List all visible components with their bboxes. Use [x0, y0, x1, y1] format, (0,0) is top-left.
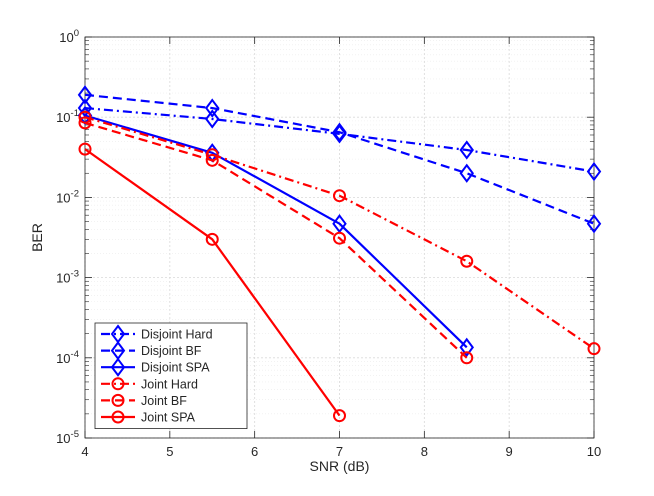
legend-entry-disjoint-bf: Disjoint BF	[101, 340, 202, 361]
diamond-marker	[205, 98, 220, 118]
y-tick-label: 10-3	[56, 269, 79, 286]
legend-label: Disjoint Hard	[141, 328, 213, 342]
legend-entry-disjoint-spa: Disjoint SPA	[101, 357, 210, 377]
circle-marker	[78, 116, 92, 130]
circle-marker	[205, 153, 219, 167]
circle-marker	[587, 342, 601, 356]
y-tick-label: 10-1	[56, 108, 79, 125]
circle-marker	[205, 232, 219, 246]
legend-label: Joint SPA	[141, 411, 196, 425]
legend: Disjoint Hard Disjoint BF Disjoint SPA Join…	[94, 322, 248, 429]
legend-label: Disjoint BF	[141, 344, 202, 358]
diamond-marker	[110, 357, 126, 377]
diamond-marker	[332, 122, 347, 142]
series-joint-spa	[78, 142, 346, 423]
x-axis-label: SNR (dB)	[310, 458, 370, 474]
data-series	[77, 85, 602, 423]
legend-label: Disjoint SPA	[141, 361, 210, 375]
circle-marker	[111, 377, 125, 391]
diamond-marker	[459, 337, 474, 358]
diamond-marker	[205, 109, 220, 129]
circle-marker	[460, 254, 474, 268]
diamond-marker	[586, 161, 602, 182]
x-tick-label: 5	[166, 444, 173, 459]
circle-marker	[460, 351, 474, 365]
y-tick-label: 10-4	[56, 349, 79, 366]
circle-marker	[111, 410, 125, 424]
circle-marker	[333, 231, 346, 245]
circle-marker	[78, 142, 92, 156]
y-tick-label: 10-5	[56, 429, 79, 446]
circle-marker	[333, 409, 346, 423]
legend-label: Joint BF	[141, 394, 187, 408]
diamond-marker	[586, 214, 602, 234]
series-disjoint-bf	[77, 85, 602, 234]
circle-marker	[111, 393, 125, 407]
diamond-marker	[459, 140, 474, 160]
y-axis-label: BER	[29, 223, 45, 252]
series-line-disjoint-spa	[84, 114, 468, 349]
x-tick-label: 9	[506, 444, 513, 459]
circle-marker	[78, 110, 92, 124]
y-tick-label: 10-2	[56, 188, 79, 205]
x-tick-label: 6	[251, 444, 258, 459]
legend-label: Joint Hard	[141, 377, 198, 391]
x-tick-label: 7	[336, 444, 343, 459]
y-tick-label: 100	[59, 28, 79, 45]
x-tick-label: 8	[421, 444, 428, 459]
series-line-joint-spa	[84, 148, 341, 417]
x-tick-label: 10	[587, 444, 601, 459]
x-tick-label: 4	[81, 444, 88, 459]
legend-entry-joint-hard: Joint Hard	[101, 377, 198, 391]
legend-entry-joint-bf: Joint BF	[101, 393, 187, 408]
series-line-disjoint-bf	[84, 93, 595, 225]
series-joint-bf	[78, 116, 474, 365]
legend-entry-joint-spa: Joint SPA	[101, 410, 196, 425]
diamond-marker	[459, 163, 474, 183]
series-line-joint-bf	[84, 121, 468, 359]
circle-marker	[333, 189, 346, 203]
series-line-joint-hard	[84, 116, 595, 350]
series-line-disjoint-hard	[84, 106, 595, 173]
diamond-marker	[77, 85, 93, 105]
